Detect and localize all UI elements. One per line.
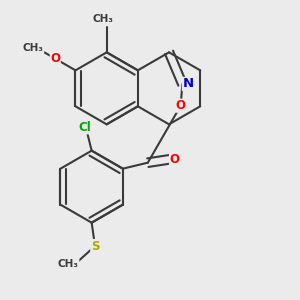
Text: O: O [169,153,179,166]
Text: Cl: Cl [79,121,92,134]
Text: CH₃: CH₃ [23,43,44,53]
Text: S: S [91,239,99,253]
Text: O: O [50,52,60,65]
Text: N: N [182,77,194,91]
Text: O: O [176,99,186,112]
Text: CH₃: CH₃ [58,259,79,269]
Text: CH₃: CH₃ [93,14,114,24]
